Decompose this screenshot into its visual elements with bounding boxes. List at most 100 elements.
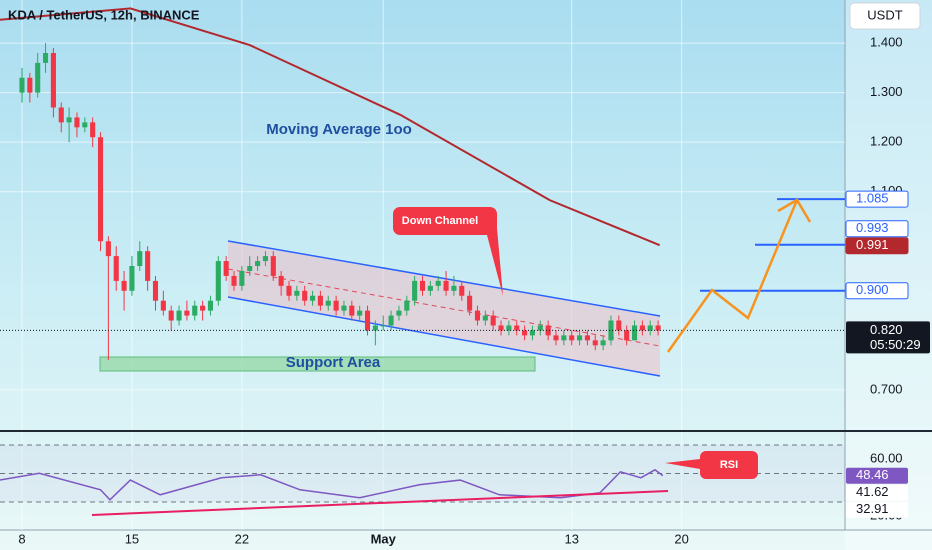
- candle-body: [388, 315, 394, 326]
- candle-body: [82, 122, 88, 128]
- candle-body: [168, 310, 174, 321]
- rsi-annotation: RSI: [720, 459, 738, 471]
- rsi-tick-label: 60.00: [870, 451, 903, 466]
- x-tick-label: May: [371, 531, 397, 546]
- rsi-readout-box: [846, 467, 908, 484]
- candle-body: [66, 117, 72, 123]
- candle-body: [482, 315, 488, 321]
- candle-body: [129, 266, 135, 291]
- level-label: 0.900: [856, 282, 889, 297]
- candle-body: [121, 280, 127, 291]
- candle-body: [474, 310, 481, 321]
- candle-body: [192, 305, 198, 316]
- candle-body: [27, 77, 33, 93]
- candle-body: [561, 335, 567, 341]
- channel-bottom: [227, 296, 661, 377]
- candle-body: [569, 335, 575, 341]
- candle-body: [577, 335, 583, 341]
- candle-body: [255, 261, 261, 267]
- level-label-box: [845, 237, 909, 255]
- candle-body: [459, 285, 465, 296]
- y-tick-label: 1.300: [870, 84, 903, 99]
- candle-body: [333, 300, 339, 311]
- callout: [390, 207, 503, 296]
- candle-body: [522, 330, 528, 336]
- chart-title: KDA / TetherUS, 12h, BINANCE: [8, 7, 200, 22]
- candle-body: [624, 330, 630, 341]
- candle-body: [404, 300, 410, 311]
- candle-body: [467, 295, 473, 311]
- candle-body: [537, 325, 543, 331]
- candle-body: [239, 270, 245, 286]
- rsi-readout: 41.62: [856, 484, 889, 499]
- candle-body: [215, 261, 221, 301]
- candle-body: [137, 251, 143, 267]
- candle-body: [145, 251, 151, 281]
- overlay: 81522May13200.7001.1001.2001.3001.4000.8…: [18, 35, 930, 546]
- ma-annotation: Moving Average 1oo: [266, 121, 412, 138]
- candle-body: [113, 256, 119, 281]
- rsi-readout-box: [846, 501, 908, 518]
- candle-body: [278, 275, 284, 286]
- x-tick-label: 8: [18, 531, 25, 546]
- candle-body: [58, 107, 64, 123]
- candle-body: [35, 62, 41, 93]
- channel-top: [227, 240, 661, 317]
- candle-body: [176, 310, 182, 321]
- candle-body: [325, 300, 331, 306]
- candle-body: [50, 53, 56, 108]
- x-tick-label: 13: [564, 531, 578, 546]
- rsi-callout: [665, 451, 758, 479]
- currency-button[interactable]: [849, 2, 921, 30]
- candle-body: [584, 335, 590, 341]
- candle-body: [231, 275, 237, 286]
- channel-mid: [227, 268, 661, 347]
- candle-body: [639, 325, 645, 331]
- candle-body: [608, 320, 614, 341]
- candle-body: [270, 256, 276, 276]
- support-annotation: Support Area: [286, 354, 381, 371]
- rsi-line: [0, 468, 664, 501]
- candle-body: [74, 117, 80, 128]
- candle-body: [443, 280, 449, 291]
- candle-body: [616, 320, 622, 331]
- candle-body: [152, 280, 159, 301]
- candle-body: [435, 280, 441, 286]
- candle-body: [498, 325, 504, 331]
- currency[interactable]: USDT: [867, 7, 902, 22]
- candle-body: [427, 285, 433, 291]
- rsi-readout: 32.91: [856, 501, 889, 516]
- candle-body: [42, 53, 49, 63]
- level-label: 1.085: [856, 191, 889, 206]
- candle-body: [247, 266, 253, 271]
- candle-body: [349, 305, 355, 316]
- last-price-box: [846, 321, 930, 354]
- candle-body: [490, 315, 496, 326]
- candle-body: [97, 137, 104, 242]
- candle-body: [160, 300, 166, 311]
- candle-body: [380, 325, 386, 327]
- candle-body: [412, 280, 418, 301]
- candle-body: [286, 285, 292, 296]
- marks: [0, 7, 845, 501]
- x-tick-label: 15: [125, 531, 139, 546]
- candle-body: [341, 305, 347, 311]
- level-label: 0.993: [856, 220, 889, 235]
- candle-body: [451, 285, 457, 291]
- candle-body: [514, 325, 520, 331]
- rsi-readout: 48.46: [856, 467, 889, 482]
- rsi-readout-box: [846, 484, 908, 501]
- candle-body: [262, 256, 268, 262]
- y-tick-label: 1.400: [870, 35, 903, 50]
- x-tick-label: 20: [674, 531, 688, 546]
- candle-body: [655, 325, 661, 331]
- candle-body: [357, 310, 363, 316]
- support-area: [99, 356, 536, 372]
- level-label: 0.991: [856, 237, 889, 252]
- candle-body: [19, 77, 25, 93]
- candle-body: [592, 340, 598, 346]
- level-label-box: [845, 220, 909, 238]
